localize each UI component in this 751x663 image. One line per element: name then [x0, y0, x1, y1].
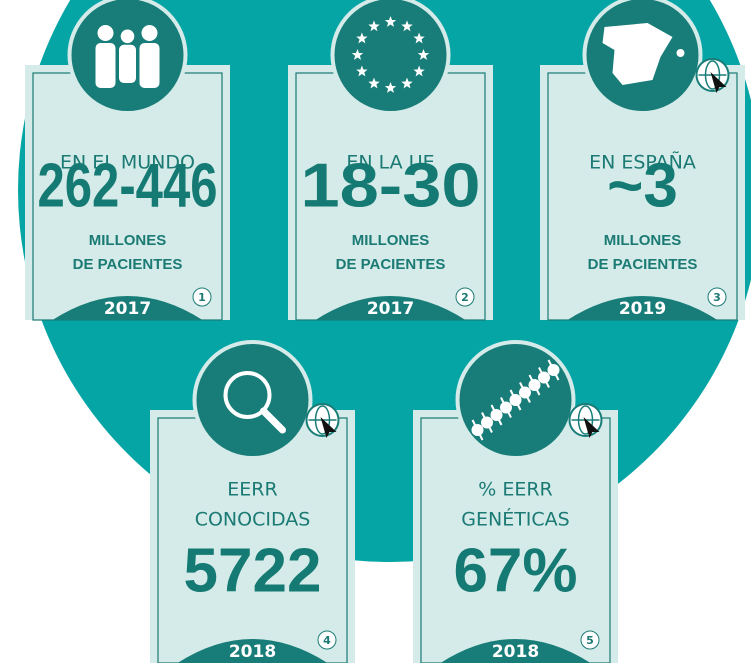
card-unit: MILLONES	[352, 232, 430, 249]
web-link[interactable]	[305, 403, 340, 438]
ref-badge	[317, 630, 337, 650]
card-unit: DE PACIENTES	[588, 256, 698, 273]
year-tab	[52, 296, 203, 320]
year-tab	[315, 296, 466, 320]
icon-body	[119, 44, 136, 84]
card-year: 2018	[492, 642, 539, 662]
icon-dna-rung	[471, 419, 484, 441]
card-unit: MILLONES	[604, 232, 682, 249]
icon-star	[351, 49, 364, 60]
card-year: 2017	[104, 299, 151, 319]
icon-star	[413, 32, 425, 44]
ref-badge	[580, 630, 600, 650]
icon-star	[417, 49, 430, 60]
icon-star	[368, 20, 380, 32]
icon-dna-rung	[547, 359, 560, 381]
card-year: 2019	[619, 299, 666, 319]
card-value: 67%	[453, 536, 577, 605]
card-label: EN LA UE	[346, 152, 434, 174]
ref-badge	[707, 287, 727, 307]
card-label: EN EL MUNDO	[60, 152, 195, 174]
icon-map	[602, 23, 673, 85]
year-tab	[440, 639, 591, 663]
card-value: 5722	[184, 536, 322, 605]
icon-dna-rung	[481, 412, 493, 433]
icon-dna-rung	[519, 382, 531, 403]
icon-dna-rung	[490, 404, 503, 426]
icon-head	[97, 25, 114, 41]
card-unit: DE PACIENTES	[73, 256, 183, 273]
icon-dna-rung	[528, 374, 541, 396]
card-value: 18-30	[301, 151, 481, 220]
ref-number: 2	[461, 291, 469, 304]
ref-number: 5	[586, 634, 594, 647]
icon-star	[384, 16, 397, 27]
icon-island	[676, 49, 685, 57]
icon-lens	[223, 371, 272, 419]
stat-card: EN ESPAÑA~3 MILLONES DE PACIENTES 2019 3	[540, 0, 745, 321]
stat-card: % EERR GENÉTICAS 67% 2018 5	[413, 340, 618, 663]
icon-star	[356, 65, 368, 77]
card-unit: DE PACIENTES	[336, 256, 446, 273]
card-year: 2018	[229, 642, 276, 662]
icon-star	[401, 77, 413, 89]
icon-circle	[330, 0, 451, 115]
ref-number: 4	[323, 634, 331, 647]
card-year: 2017	[367, 299, 414, 319]
icon-star	[384, 82, 397, 93]
card-label: % EERR	[478, 479, 553, 501]
cursor	[583, 417, 600, 438]
icon-star	[401, 20, 413, 32]
web-link[interactable]	[568, 403, 603, 438]
icon-body	[95, 43, 116, 88]
icon-star	[368, 77, 380, 89]
card-label: EERR	[227, 479, 277, 501]
ref-badge	[455, 287, 475, 307]
card-value: ~3	[607, 151, 678, 220]
icon-star	[413, 65, 425, 77]
icon-star	[356, 32, 368, 44]
icon-circle	[192, 340, 313, 460]
card-value: 262-446	[38, 151, 218, 220]
card-label: GENÉTICAS	[461, 508, 569, 531]
web-link[interactable]	[695, 58, 730, 93]
year-tab	[177, 639, 328, 663]
icon-dna-rung	[538, 367, 550, 388]
icon-dna-rung	[509, 389, 522, 411]
cursor	[710, 72, 727, 93]
year-tab	[567, 296, 718, 320]
cursor	[320, 417, 337, 438]
stat-card: EERR CONOCIDAS 5722 2018 4	[150, 340, 355, 663]
icon-dna-rung	[500, 397, 512, 418]
ref-badge	[192, 287, 212, 307]
icon-body	[139, 43, 160, 88]
ref-number: 1	[198, 291, 206, 304]
icon-head	[120, 29, 135, 44]
icon-handle	[260, 407, 286, 434]
card-label: CONOCIDAS	[195, 509, 311, 531]
ref-number: 3	[713, 291, 721, 304]
card-label: EN ESPAÑA	[589, 151, 696, 174]
icon-head	[141, 25, 158, 41]
card-unit: MILLONES	[89, 232, 167, 249]
